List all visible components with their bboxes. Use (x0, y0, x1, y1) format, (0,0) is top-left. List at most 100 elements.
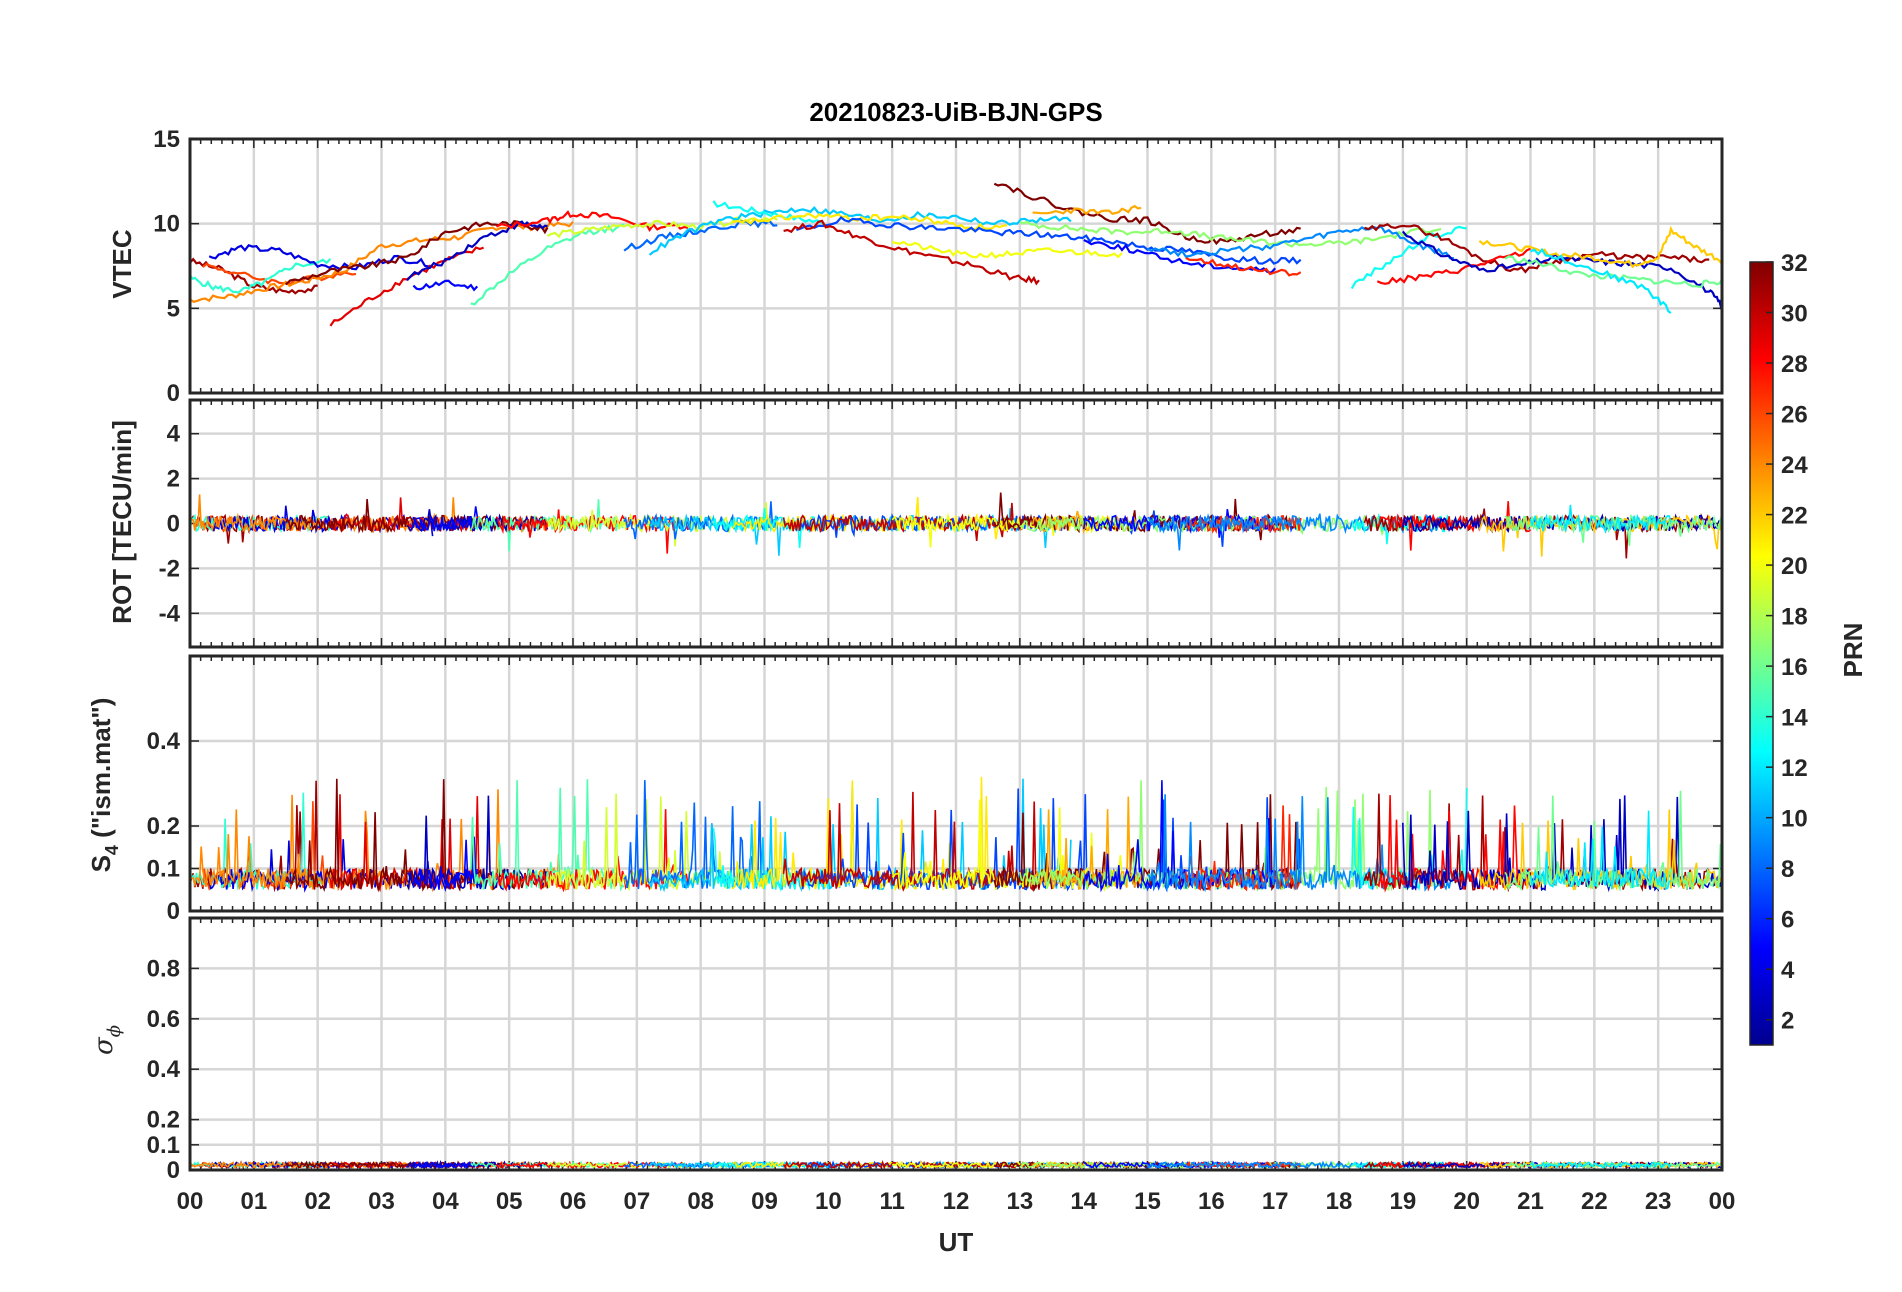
vtec-series-prn-20 (891, 240, 1123, 259)
colorbar-tick-label: 28 (1781, 351, 1808, 378)
vtec-series-prn-17 (1019, 220, 1442, 248)
sigphi-panel: 00.10.2 0.4 0.6 0.8 (147, 916, 1724, 1184)
x-tick-label: 02 (304, 1188, 331, 1215)
x-tick-label: 16 (1198, 1188, 1225, 1215)
sigphi-series-prn-27 (1185, 1160, 1302, 1170)
x-tick-label: 23 (1645, 1188, 1672, 1215)
x-tick-label: 22 (1581, 1188, 1608, 1215)
colorbar-tick-label: 10 (1781, 806, 1808, 833)
x-tick-label: 13 (1006, 1188, 1033, 1215)
s4-ylabel-sub: 4 (102, 845, 122, 855)
s4-series-prn-31 (189, 780, 319, 893)
s4-ytick-label: 0.4 (147, 728, 181, 755)
colorbar-tick-label: 14 (1781, 705, 1808, 732)
rot-traces (189, 492, 1723, 559)
s4-panel: 0 0.1 0.2 0.4 (147, 654, 1724, 925)
vtec-panel: 0 5 10 15 (153, 126, 1724, 407)
colorbar-tick-label: 24 (1781, 452, 1808, 479)
vtec-series-prn-28 (495, 210, 689, 233)
colorbar-tick-label: 22 (1781, 503, 1808, 530)
sigphi-series-prn-12 (1529, 1160, 1672, 1170)
vtec-series-prn-12 (1530, 247, 1672, 314)
rot-ytick-label: 0 (167, 511, 180, 538)
sigphi-ytick-label: 0.1 (147, 1132, 180, 1159)
x-tick-label: 12 (943, 1188, 970, 1215)
sigphi-ytick-label: 0.8 (147, 955, 180, 982)
s4-ytick-label: 0.2 (147, 813, 180, 840)
s4-series-prn-12 (1529, 810, 1672, 891)
rot-series-prn-5 (1082, 509, 1276, 538)
vtec-ytick-label: 15 (153, 126, 180, 153)
colorbar-tick-label: 4 (1781, 957, 1795, 984)
x-tick-label: 19 (1389, 1188, 1416, 1215)
rot-series-prn-12 (1529, 504, 1672, 534)
sigphi-ytick-label: 0.4 (147, 1056, 181, 1083)
vtec-ylabel: VTEC (107, 229, 137, 299)
vtec-series-prn-30 (783, 219, 1040, 286)
rot-series-prn-5 (412, 506, 479, 532)
x-tick-label: 08 (687, 1188, 714, 1215)
s4-ylabel-rest: ("ism.mat") (86, 698, 116, 845)
vtec-frame (188, 137, 1724, 395)
s4-ytick-label: 0.1 (147, 856, 180, 883)
rot-ytick-label: 2 (167, 466, 180, 493)
x-tick-label: 15 (1134, 1188, 1161, 1215)
sigphi-ylabel-main: σ (89, 1036, 119, 1055)
x-tick-labels: 00 01 02 03 04 05 06 07 08 09 10 11 12 13 14 15 16 17 18 19… (177, 1188, 1736, 1215)
s4-frame (188, 654, 1724, 913)
rot-series-prn-9 (1147, 513, 1455, 551)
rot-ytick-label: -2 (159, 555, 180, 582)
colorbar-tick-label: 30 (1781, 301, 1808, 328)
colorbar-tick-label: 12 (1781, 755, 1808, 782)
sigphi-traces (189, 1159, 1723, 1171)
sigphi-ytick-label: 0.2 (147, 1107, 180, 1134)
rot-frame (188, 398, 1724, 649)
vtec-series-prn-11 (648, 206, 1072, 256)
vtec-series-prn-9 (1146, 224, 1454, 260)
vtec-series-prn-3 (1401, 230, 1724, 310)
x-tick-label: 09 (751, 1188, 778, 1215)
vtec-series-prn-27 (1185, 256, 1302, 277)
s4-series-prn-28 (495, 809, 689, 893)
sigphi-ylabel: σϕ (89, 1025, 125, 1055)
x-tick-label: 17 (1262, 1188, 1289, 1215)
colorbar-gradient (1749, 261, 1774, 1046)
vtec-ytick-label: 0 (167, 380, 180, 407)
colorbar-tick-label: 16 (1781, 654, 1808, 681)
s4-traces (189, 776, 1723, 893)
vtec-series-prn-32 (993, 182, 1301, 246)
s4-ylabel: S4 ("ism.mat") (86, 698, 122, 873)
x-tick-label: 07 (623, 1188, 650, 1215)
x-tick-label: 18 (1326, 1188, 1353, 1215)
sigphi-ytick-label: 0 (167, 1157, 180, 1184)
colorbar-tick-label: 2 (1781, 1008, 1794, 1035)
vtec-series-prn-31 (189, 257, 318, 295)
s4-series-prn-5 (412, 836, 479, 893)
vtec-series-prn-7 (796, 216, 1302, 265)
rot-ylabel: ROT [TECU/min] (107, 420, 137, 624)
rot-series-prn-8 (623, 501, 779, 540)
rot-panel: -4 -2 0 2 4 (159, 398, 1724, 649)
x-tick-label: 20 (1453, 1188, 1480, 1215)
colorbar-tick-label: 32 (1781, 250, 1808, 277)
x-tick-label: 04 (432, 1188, 459, 1215)
s4-series-prn-22 (1478, 809, 1723, 892)
vtec-series-prn-5 (412, 279, 479, 292)
x-tick-label: 05 (496, 1188, 523, 1215)
chart-title: 20210823-UiB-BJN-GPS (809, 97, 1102, 127)
x-tick-label: 00 (1709, 1188, 1736, 1215)
s4-series-prn-32 (993, 794, 1302, 893)
x-axis-label: UT (939, 1227, 974, 1257)
x-tick-label: 03 (368, 1188, 395, 1215)
vtec-traces (189, 182, 1724, 327)
colorbar-label: PRN (1838, 623, 1868, 678)
x-tick-label: 06 (560, 1188, 587, 1215)
x-tick-label: 01 (240, 1188, 267, 1215)
vtec-series-prn-22 (1478, 225, 1723, 269)
vtec-series-prn-32 (285, 220, 549, 286)
sigphi-series-prn-5 (413, 1161, 478, 1170)
vtec-series-prn-13 (1350, 225, 1467, 290)
sigphi-ytick-label: 0.6 (147, 1006, 180, 1033)
colorbar-tick-label: 8 (1781, 856, 1794, 883)
